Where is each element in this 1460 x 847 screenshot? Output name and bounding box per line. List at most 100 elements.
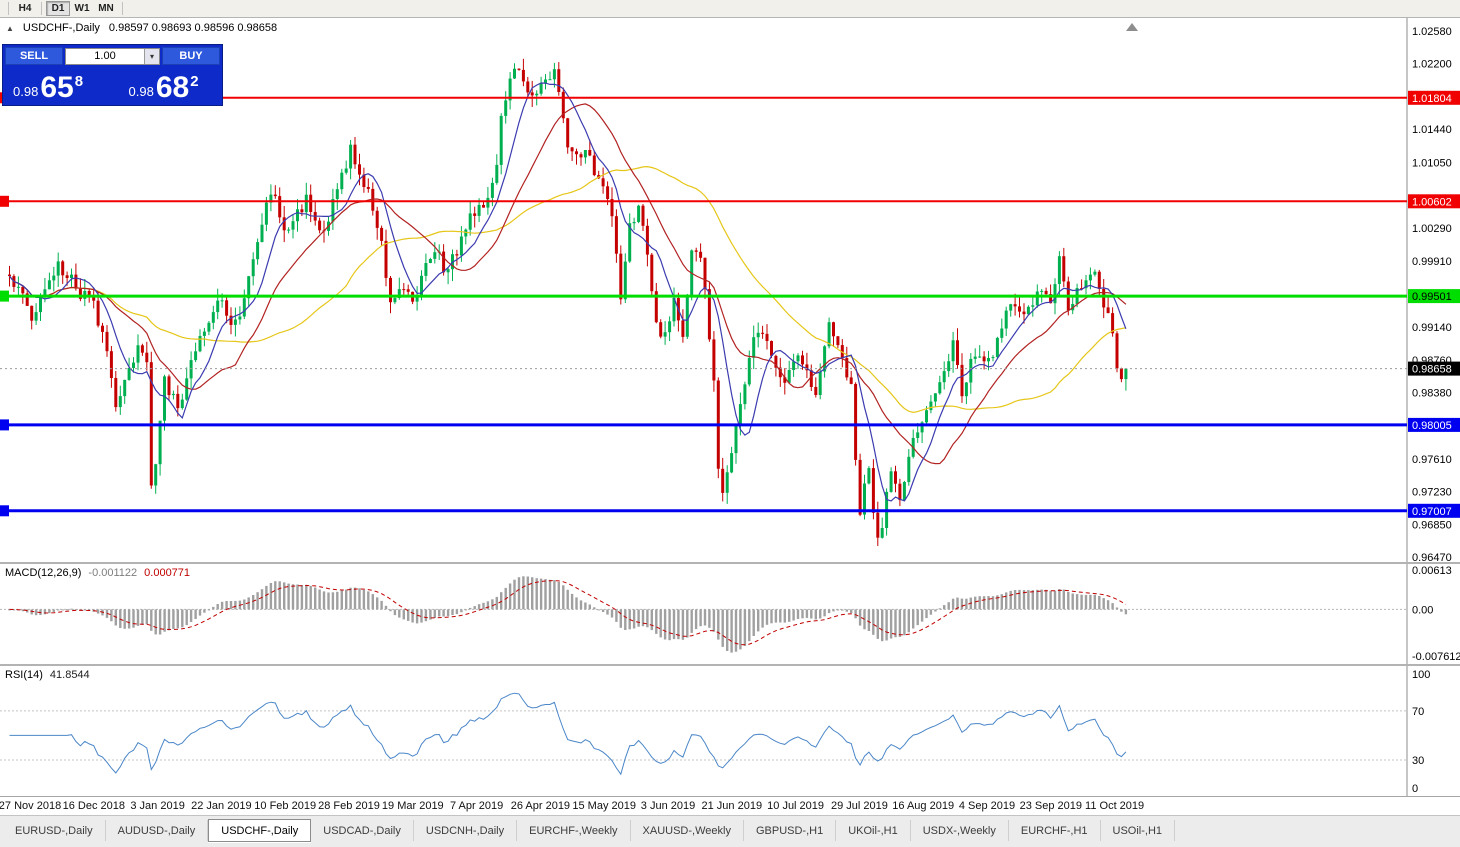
macd-name: MACD(12,26,9) (5, 567, 82, 579)
svg-text:0.99501: 0.99501 (1412, 291, 1452, 303)
svg-text:1.02580: 1.02580 (1412, 26, 1452, 38)
pane-divider-macd[interactable] (0, 562, 1460, 564)
svg-text:30: 30 (1412, 755, 1424, 767)
tab-eurchf-h1[interactable]: EURCHF-,H1 (1009, 820, 1101, 841)
volume-input[interactable]: 1.00 ▾ (65, 47, 160, 65)
sell-price-main: 0.98 (13, 84, 39, 99)
tab-eurusd-daily[interactable]: EURUSD-,Daily (3, 820, 106, 841)
tab-audusd-daily[interactable]: AUDUSD-,Daily (106, 820, 209, 841)
tab-usdx-weekly[interactable]: USDX-,Weekly (911, 820, 1009, 841)
current-price-tag (1408, 361, 1460, 376)
sell-button[interactable]: SELL (5, 47, 63, 65)
svg-text:1.00602: 1.00602 (1412, 196, 1452, 208)
timeframe-toolbar: H4 D1 W1 MN (0, 0, 1460, 18)
date-label: 23 Sep 2019 (1019, 800, 1082, 812)
toolbar-separator (41, 2, 42, 15)
svg-text:0.97007: 0.97007 (1412, 506, 1452, 518)
sell-price-pips: 65 (40, 71, 74, 104)
volume-dropdown-button[interactable]: ▾ (144, 48, 159, 64)
price-chart-canvas[interactable]: 1.02580 1.02200 1.01440 1.01050 1.00290 0.999… (0, 18, 1460, 562)
svg-text:0.98658: 0.98658 (1412, 364, 1452, 376)
buy-button[interactable]: BUY (162, 47, 220, 65)
line-left-marker (0, 505, 9, 517)
line-price-tag (1408, 503, 1460, 518)
horizontal-lines-layer[interactable]: 1.01804 1.00602 0.99501 0.98005 0.97007 (0, 90, 1460, 518)
svg-text:0.99910: 0.99910 (1412, 256, 1452, 268)
rsi-indicator-label: RSI(14) 41.8544 (5, 669, 90, 681)
tab-xauusd-weekly[interactable]: XAUUSD-,Weekly (631, 820, 744, 841)
svg-text:1.01050: 1.01050 (1412, 158, 1452, 170)
svg-text:0: 0 (1412, 783, 1418, 795)
macd-axis[interactable]: 0.00613 0.00 -0.007612 (1412, 565, 1460, 663)
date-label: 27 Nov 2018 (0, 800, 62, 812)
svg-text:0.96850: 0.96850 (1412, 519, 1452, 531)
rsi-chart-canvas[interactable]: 100 70 30 0 (0, 666, 1460, 796)
current-price-line: 0.98658 (0, 361, 1460, 376)
pane-divider-rsi[interactable] (0, 664, 1460, 666)
chart-tab-bar: EURUSD-,Daily AUDUSD-,Daily USDCHF-,Daily U… (0, 815, 1460, 847)
date-label: 19 Mar 2019 (381, 800, 444, 812)
timeframe-button-w1[interactable]: W1 (74, 3, 90, 14)
timeframe-button-mn[interactable]: MN (98, 3, 114, 14)
macd-pane-background (0, 564, 1460, 664)
volume-value[interactable]: 1.00 (94, 50, 116, 62)
sell-price-display[interactable]: 0.98 65 8 (3, 66, 113, 105)
sell-price-fraction: 8 (74, 73, 84, 90)
line-left-marker (0, 290, 9, 302)
date-label: 11 Oct 2019 (1085, 800, 1145, 812)
chart-ohlc-values: 0.98597 0.98693 0.98596 0.98658 (108, 22, 278, 34)
date-label: 7 Apr 2019 (449, 800, 504, 812)
line-left-marker (0, 195, 9, 207)
date-label: 10 Jul 2019 (767, 800, 825, 812)
moving-averages-layer (9, 82, 1127, 502)
date-label: 16 Dec 2018 (62, 800, 125, 812)
svg-text:1.00290: 1.00290 (1412, 223, 1452, 235)
tab-usdcnh-daily[interactable]: USDCNH-,Daily (414, 820, 518, 841)
tab-usoil-h1[interactable]: USOil-,H1 (1101, 820, 1176, 841)
macd-signal-line (9, 580, 1127, 646)
chart-title: ▲ USDCHF-,Daily 0.98597 0.98693 0.98596 … (6, 22, 277, 34)
toolbar-separator (8, 2, 9, 15)
date-label: 15 May 2019 (572, 800, 636, 812)
svg-text:1.01804: 1.01804 (1412, 93, 1452, 105)
buy-price-pips: 68 (155, 71, 190, 104)
tab-usdchf-daily[interactable]: USDCHF-,Daily (208, 819, 312, 842)
date-label: 16 Aug 2019 (892, 800, 955, 812)
chart-marker-icon: ▲ (6, 23, 14, 33)
macd-chart-canvas[interactable]: 0.00613 0.00 -0.007612 (0, 564, 1460, 664)
rsi-axis[interactable]: 100 70 30 0 (1412, 669, 1430, 795)
tab-eurchf-weekly[interactable]: EURCHF-,Weekly (517, 820, 631, 841)
timeframe-button-d1[interactable]: D1 (46, 1, 70, 16)
rsi-pane-background (0, 666, 1460, 796)
svg-text:-0.007612: -0.007612 (1412, 651, 1460, 663)
time-axis[interactable]: 27 Nov 2018 16 Dec 2018 3 Jan 2019 22 Jan 2… (0, 796, 1460, 815)
svg-text:0.97230: 0.97230 (1412, 487, 1452, 499)
svg-text:0.00613: 0.00613 (1412, 565, 1452, 577)
trade-panel-top-row: SELL 1.00 ▾ BUY (3, 45, 222, 66)
date-label: 3 Jun 2019 (640, 800, 696, 812)
trade-panel-price-row: 0.98 65 8 0.98 68 2 (3, 66, 222, 105)
line-price-tag (1408, 90, 1460, 105)
svg-text:1.01440: 1.01440 (1412, 124, 1452, 136)
scroll-to-end-marker[interactable] (1126, 23, 1138, 31)
line-price-tag (1408, 194, 1460, 209)
price-pane-background (0, 18, 1460, 562)
svg-text:0.98005: 0.98005 (1412, 420, 1452, 432)
svg-text:0.99140: 0.99140 (1412, 322, 1452, 334)
buy-price-display[interactable]: 0.98 68 2 (113, 66, 223, 105)
timeframe-button-h4[interactable]: H4 (18, 3, 32, 14)
rsi-value: 41.8544 (49, 669, 90, 681)
date-label: 29 Jul 2019 (830, 800, 888, 812)
tab-usdcad-daily[interactable]: USDCAD-,Daily (311, 820, 414, 841)
tab-ukoil-h1[interactable]: UKOil-,H1 (836, 820, 911, 841)
svg-text:0.00: 0.00 (1412, 604, 1433, 616)
date-label: 22 Jan 2019 (191, 800, 252, 812)
price-axis[interactable]: 1.02580 1.02200 1.01440 1.01050 1.00290 0.999… (1412, 26, 1452, 562)
tab-gbpusd-h1[interactable]: GBPUSD-,H1 (744, 820, 837, 841)
rsi-line (9, 692, 1127, 776)
svg-text:0.97610: 0.97610 (1412, 454, 1452, 466)
date-label: 26 Apr 2019 (510, 800, 571, 812)
one-click-trade-panel: SELL 1.00 ▾ BUY 0.98 65 8 0.98 68 2 (2, 44, 223, 106)
svg-text:1.02200: 1.02200 (1412, 59, 1452, 71)
